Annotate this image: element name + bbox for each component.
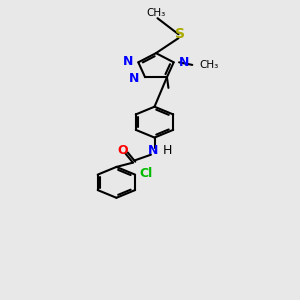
Text: N: N <box>122 55 133 68</box>
Text: CH₃: CH₃ <box>146 8 166 19</box>
Text: S: S <box>175 27 185 41</box>
Text: CH₃: CH₃ <box>199 60 218 70</box>
Text: Cl: Cl <box>140 167 153 180</box>
Text: N: N <box>148 144 158 158</box>
Text: N: N <box>179 56 190 69</box>
Text: N: N <box>129 72 140 85</box>
Text: O: O <box>117 144 128 158</box>
Text: H: H <box>163 144 172 158</box>
